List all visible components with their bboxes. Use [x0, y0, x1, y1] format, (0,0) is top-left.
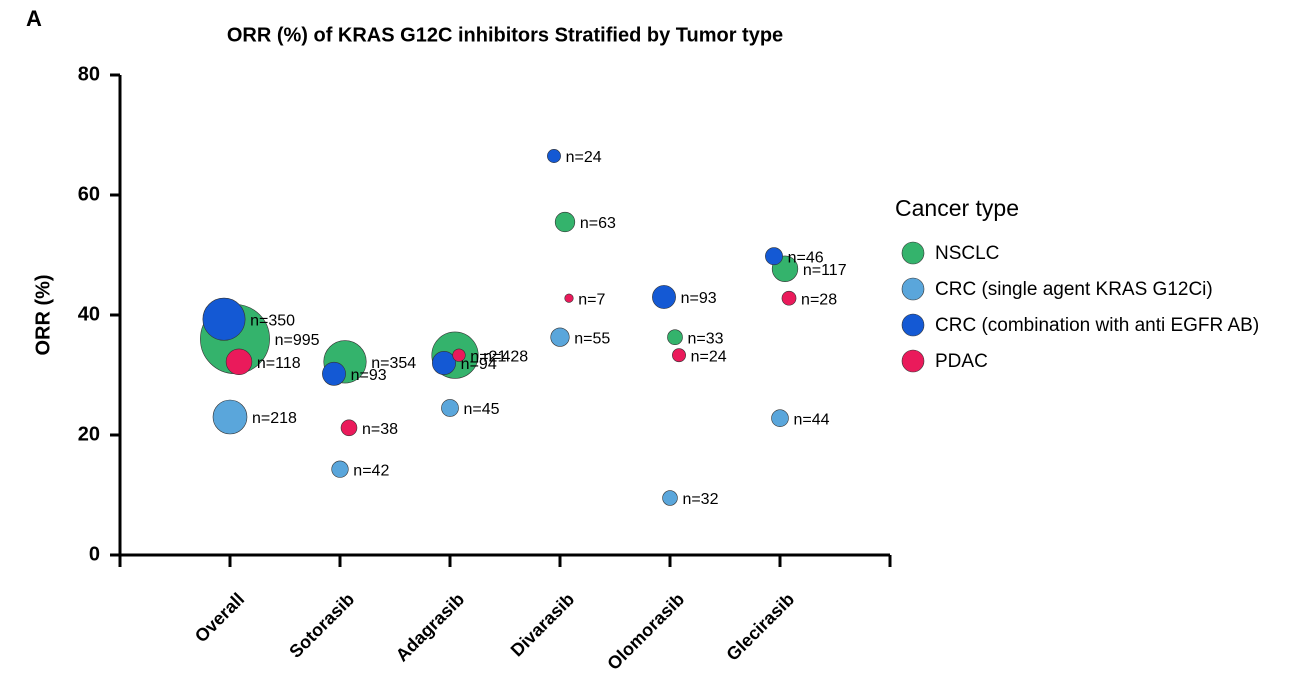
- data-label: n=118: [257, 355, 301, 372]
- y-axis-label: ORR (%): [32, 274, 54, 355]
- data-label: n=44: [793, 411, 829, 428]
- y-tick-label: 80: [78, 63, 100, 85]
- legend-marker: [901, 241, 925, 265]
- data-label: n=218: [252, 410, 297, 427]
- data-label: n=354: [371, 355, 416, 372]
- legend-marker: [901, 277, 925, 301]
- legend-label: CRC (combination with anti EGFR AB): [935, 315, 1259, 336]
- y-tick-label: 20: [78, 423, 100, 445]
- legend-marker: [901, 349, 925, 373]
- bubble: [667, 329, 683, 346]
- data-label: n=93: [351, 367, 387, 384]
- data-label: n=32: [682, 491, 718, 508]
- bubble: [322, 361, 346, 386]
- bubble: [452, 348, 466, 362]
- bubble: [432, 351, 456, 375]
- x-tick-label: Adagrasib: [392, 589, 468, 665]
- x-tick-label: Sotorasib: [285, 589, 358, 662]
- data-label: n=33: [688, 330, 724, 347]
- bubble: [765, 247, 783, 266]
- bubble: [331, 460, 349, 478]
- data-label: n=7: [578, 291, 605, 308]
- bubble: [781, 290, 797, 306]
- bubble: [652, 285, 676, 309]
- data-label: n=350: [250, 312, 295, 329]
- data-label: n=46: [788, 249, 824, 266]
- data-label: n=117: [803, 262, 847, 279]
- data-label: n=24: [691, 348, 727, 365]
- data-label: n=21: [470, 348, 506, 365]
- data-label: n=38: [362, 421, 398, 438]
- data-label: n=24: [566, 149, 602, 166]
- bubble: [441, 399, 459, 417]
- bubble: [212, 399, 248, 435]
- data-label: n=995: [275, 332, 320, 349]
- data-label: n=45: [464, 401, 500, 418]
- legend-title: Cancer type: [895, 195, 1019, 221]
- x-tick-label: Glecirasib: [722, 589, 798, 665]
- bubble: [225, 348, 253, 376]
- y-tick-label: 40: [78, 303, 100, 325]
- bubble: [547, 149, 561, 163]
- bubble: [340, 419, 358, 437]
- bubble: [554, 211, 576, 233]
- bubble: [202, 297, 246, 341]
- bubble: [564, 293, 574, 303]
- y-tick-label: 0: [89, 543, 100, 565]
- x-tick-label: Divarasib: [507, 589, 578, 660]
- panel-label: A: [26, 6, 42, 31]
- data-label: n=63: [580, 215, 616, 232]
- bubble: [672, 348, 686, 363]
- legend-label: CRC (single agent KRAS G12Ci): [935, 279, 1213, 300]
- data-label: n=94: [461, 356, 497, 373]
- y-tick-label: 60: [78, 183, 100, 205]
- data-label: n=42: [353, 462, 389, 479]
- data-label: n=28: [801, 291, 837, 308]
- bubble: [662, 490, 678, 506]
- data-label: n=428: [483, 348, 528, 365]
- bubble: [771, 409, 789, 427]
- bubble: [550, 327, 570, 347]
- data-label: n=55: [574, 330, 610, 347]
- legend-label: NSCLC: [935, 243, 999, 264]
- chart-title: ORR (%) of KRAS G12C inhibitors Stratifi…: [227, 24, 783, 46]
- x-tick-label: Overall: [191, 589, 248, 646]
- x-tick-label: Olomorasib: [603, 589, 688, 674]
- legend-label: PDAC: [935, 351, 988, 372]
- data-label: n=93: [681, 290, 717, 307]
- legend-marker: [901, 313, 925, 337]
